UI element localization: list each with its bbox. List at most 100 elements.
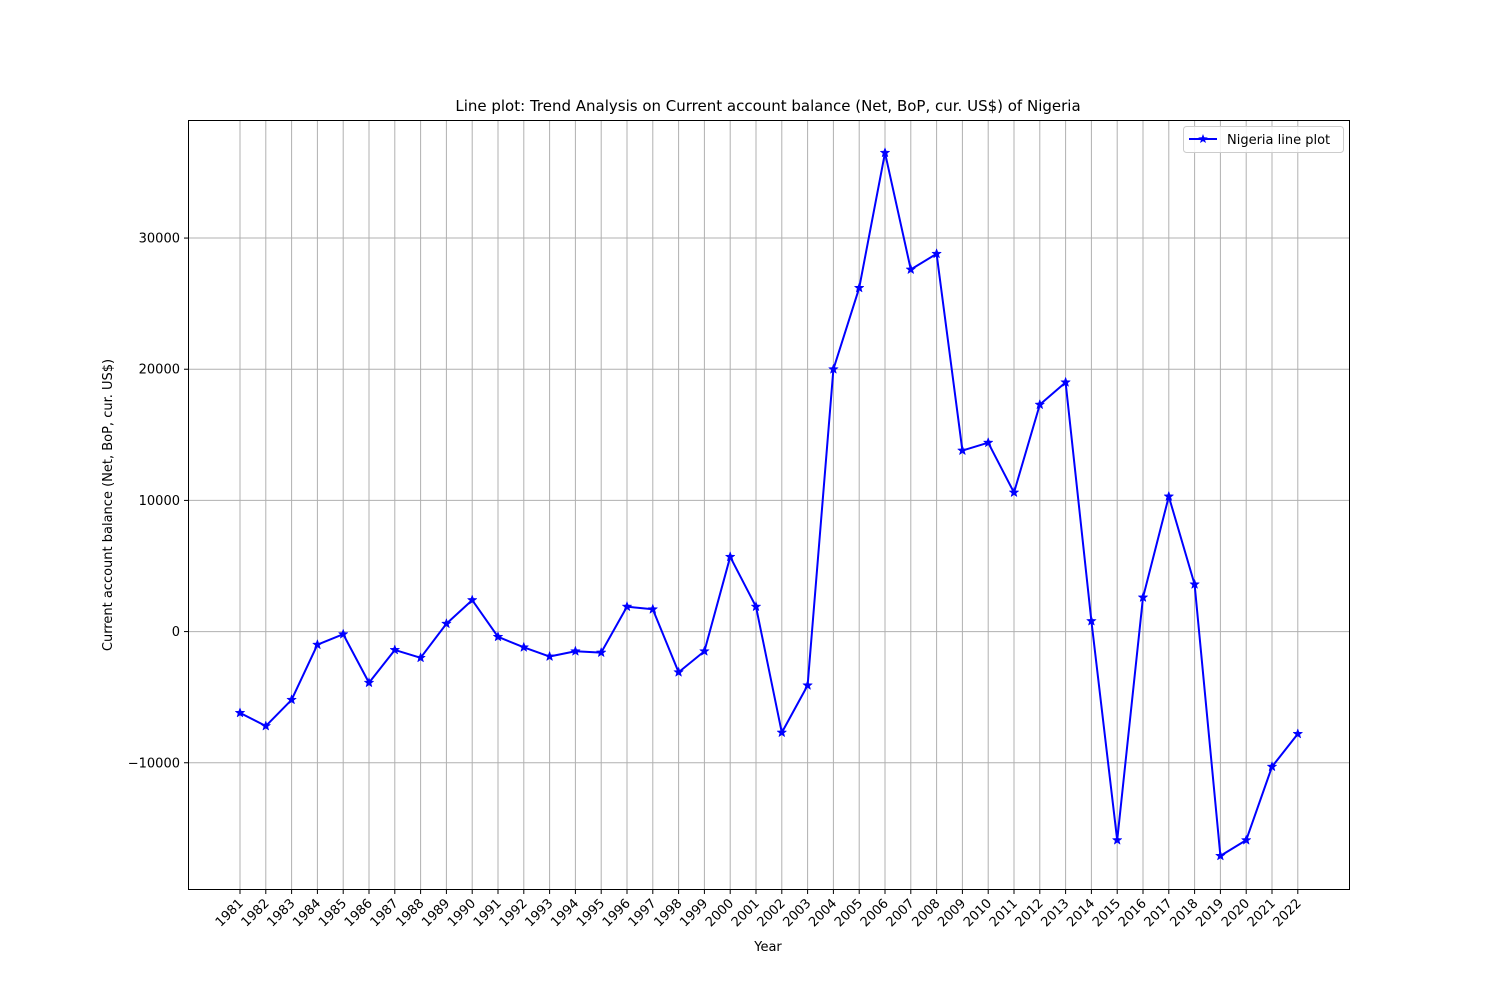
grid-lines — [188, 120, 1350, 890]
x-tick-label: 1990 — [445, 896, 479, 930]
y-axis-ticks: −10000 0 10000 20000 30000 — [128, 232, 188, 771]
x-tick-label: 2013 — [1038, 896, 1072, 930]
x-tick-label: 1982 — [239, 896, 273, 930]
data-point — [750, 600, 762, 612]
data-point — [415, 652, 427, 663]
data-point — [621, 600, 633, 612]
x-tick-label: 2011 — [987, 896, 1021, 930]
y-axis-label: Current account balance (Net, BoP, cur. … — [101, 359, 116, 651]
plot-frame — [188, 120, 1350, 890]
data-point — [1111, 834, 1123, 845]
x-tick-label: 1999 — [677, 896, 711, 930]
x-tick-label: 2005 — [832, 896, 866, 930]
y-tick-label: 30000 — [139, 232, 180, 247]
data-point — [1060, 376, 1072, 387]
data-point — [776, 726, 788, 738]
series-line — [239, 151, 1299, 857]
x-tick-label: 1997 — [626, 896, 660, 930]
x-tick-label: 2021 — [1245, 896, 1279, 930]
data-point — [337, 628, 349, 639]
x-tick-label: 2003 — [780, 896, 814, 930]
x-tick-label: 1984 — [290, 896, 324, 930]
x-tick-label: 1981 — [213, 896, 247, 930]
x-tick-label: 2012 — [1013, 896, 1047, 930]
data-point — [234, 707, 246, 718]
data-point — [311, 638, 323, 650]
x-tick-label: 1993 — [522, 896, 556, 930]
data-point — [931, 248, 943, 259]
x-tick-label: 2020 — [1219, 896, 1253, 930]
chart-title: Line plot: Trend Analysis on Current acc… — [455, 97, 1080, 115]
data-point — [1292, 728, 1304, 739]
data-point — [1214, 850, 1226, 861]
series-layer — [234, 147, 1304, 861]
data-point — [956, 444, 968, 456]
data-point — [569, 645, 581, 656]
data-point — [1085, 615, 1097, 626]
legend-box — [1183, 126, 1344, 153]
x-tick-label: 2006 — [858, 896, 892, 930]
legend-star-marker — [1198, 134, 1208, 144]
data-point — [466, 594, 478, 605]
data-point — [518, 641, 530, 652]
x-tick-label: 2009 — [935, 896, 969, 930]
x-tick-label: 1985 — [316, 896, 350, 930]
x-tick-label: 1998 — [651, 896, 685, 930]
data-point — [673, 666, 685, 677]
x-tick-label: 2008 — [909, 896, 943, 930]
x-tick-label: 2017 — [1142, 896, 1176, 930]
x-tick-label: 2022 — [1271, 896, 1305, 930]
x-tick-label: 1983 — [264, 896, 298, 930]
x-tick-label: 1988 — [393, 896, 427, 930]
x-tick-label: 2016 — [1116, 896, 1150, 930]
data-point — [698, 645, 710, 656]
x-tick-label: 1995 — [574, 896, 608, 930]
x-tick-label: 1992 — [497, 896, 531, 930]
x-tick-label: 2007 — [884, 896, 918, 930]
y-tick-label: −10000 — [128, 756, 180, 771]
data-point — [1034, 398, 1046, 410]
data-point — [827, 363, 839, 374]
data-point — [1189, 578, 1201, 589]
data-point — [595, 646, 607, 658]
data-point — [286, 694, 298, 705]
data-point — [982, 436, 994, 448]
x-tick-label: 2001 — [729, 896, 763, 930]
x-tick-label: 2019 — [1193, 896, 1227, 930]
x-axis-ticks: 1981198219831984198519861987198819891990… — [213, 890, 1305, 930]
data-point — [1266, 760, 1278, 772]
x-tick-label: 1996 — [600, 896, 634, 930]
x-tick-label: 2014 — [1064, 896, 1098, 930]
x-tick-label: 2010 — [961, 896, 995, 930]
data-point — [363, 677, 375, 688]
y-tick-label: 10000 — [139, 494, 180, 509]
data-point — [544, 650, 556, 662]
x-tick-label: 2015 — [1090, 896, 1124, 930]
data-point — [724, 551, 736, 562]
legend-label: Nigeria line plot — [1227, 133, 1330, 148]
data-point — [905, 263, 917, 275]
x-tick-label: 1994 — [548, 896, 582, 930]
data-point — [879, 147, 891, 158]
data-point — [389, 644, 401, 655]
data-point — [1137, 591, 1149, 603]
x-tick-label: 1986 — [342, 896, 376, 930]
x-tick-label: 2000 — [703, 896, 737, 930]
x-tick-label: 1989 — [419, 896, 453, 930]
data-point — [492, 631, 504, 642]
data-point — [802, 679, 814, 690]
x-tick-label: 2018 — [1167, 896, 1201, 930]
x-tick-label: 1987 — [368, 896, 402, 930]
y-tick-label: 0 — [172, 625, 180, 640]
legend: Nigeria line plot — [1183, 126, 1344, 153]
x-tick-label: 1991 — [471, 896, 505, 930]
data-point — [1163, 490, 1175, 502]
data-point — [1008, 486, 1020, 498]
data-point — [647, 603, 659, 614]
data-point — [260, 720, 272, 731]
x-tick-label: 2004 — [806, 896, 840, 930]
y-tick-label: 20000 — [139, 363, 180, 378]
x-tick-label: 2002 — [755, 896, 789, 930]
x-axis-label: Year — [753, 940, 782, 955]
